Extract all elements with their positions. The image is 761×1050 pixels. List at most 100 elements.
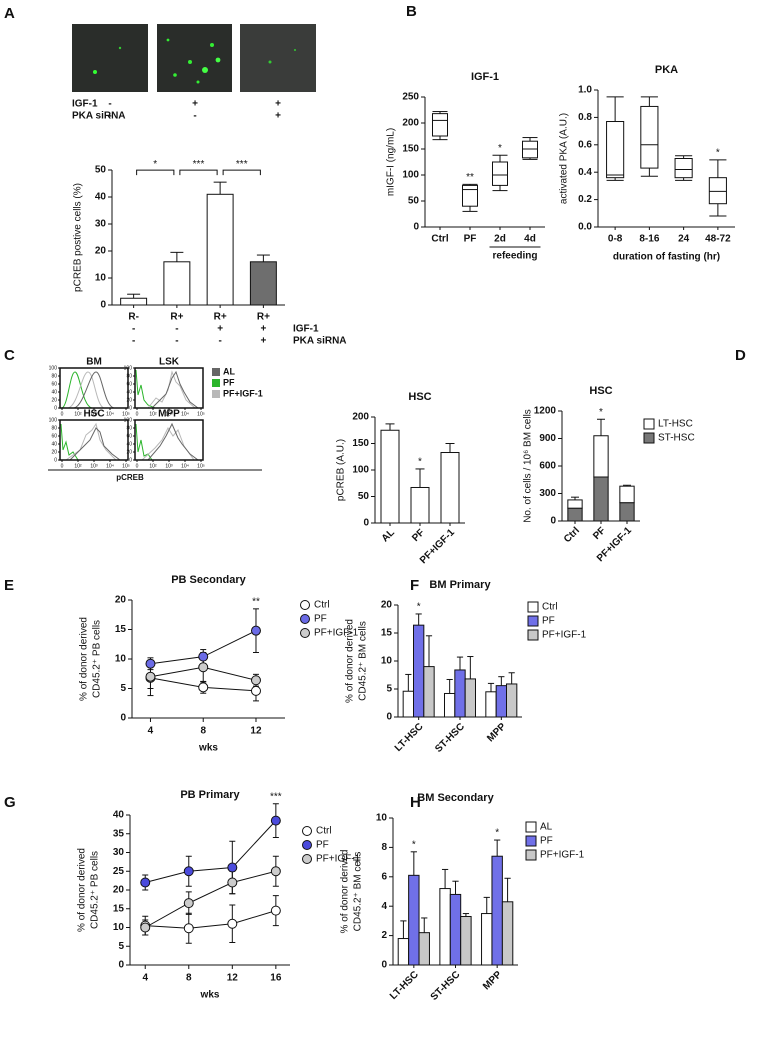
y-tick-label: 1.0 (578, 85, 592, 96)
y-tick-label: 60 (51, 381, 57, 387)
y-tick-label: 100 (124, 417, 133, 423)
y-tick-label: 0 (118, 960, 124, 971)
x-tick-label: 10⁴ (106, 411, 114, 417)
y-axis-label: activated PKA (A.U.) (559, 113, 570, 204)
legend-label: PF+IGF-1 (542, 630, 587, 641)
y-tick-label: 2 (381, 930, 387, 941)
x-axis-label: duration of fasting (hr) (613, 252, 720, 263)
series-line (145, 820, 277, 883)
bar (418, 932, 430, 966)
x-axis-label: wks (200, 990, 220, 1001)
histogram-curve (65, 422, 117, 461)
y-tick-label: 150 (402, 144, 419, 155)
data-point (198, 651, 209, 662)
data-point (227, 918, 238, 929)
histogram-curve (61, 371, 93, 409)
box (432, 113, 448, 137)
histogram-curve (60, 423, 79, 461)
legend-label: AL (540, 822, 553, 833)
x-tick-label: 4d (524, 234, 536, 245)
data-point (145, 671, 156, 682)
y-tick-label: 50 (95, 165, 107, 176)
image-igf1-sirna (240, 24, 316, 92)
y-tick-label: 4 (381, 901, 387, 912)
x-tick-label: 10⁵ (122, 463, 130, 469)
legend-label: PF (314, 614, 327, 625)
condition-name: IGF-1 (72, 99, 98, 110)
legend-label: PF+IGF-1 (316, 854, 361, 865)
legend-swatch (212, 379, 220, 387)
y-tick-label: 0 (120, 713, 126, 724)
legend-swatch (643, 418, 655, 430)
legend-swatch (525, 835, 537, 847)
bar (454, 669, 466, 718)
significance-label: * (599, 407, 603, 418)
data-point (140, 877, 151, 888)
legend-swatch (643, 432, 655, 444)
legend-label: Ctrl (314, 600, 330, 611)
y-tick-label: 40 (95, 192, 107, 203)
y-axis-label: % of donor derived (79, 617, 90, 701)
flow-histograms (60, 369, 199, 461)
series-line (145, 910, 276, 929)
significance-label: * (153, 159, 157, 170)
microscopy-images (72, 24, 316, 92)
x-tick-label: R+ (214, 312, 227, 323)
box (640, 105, 659, 169)
y-tick-label: 80 (126, 425, 132, 431)
legend-swatch (525, 821, 537, 833)
x-tick-label: LT-HSC (393, 721, 426, 754)
x-tick-label: R+ (257, 312, 270, 323)
y-tick-label: 250 (402, 92, 419, 103)
x-tick-label: 10² (74, 411, 82, 417)
y-tick-label: 10 (113, 922, 125, 933)
x-tick-label: 10² (74, 463, 82, 469)
condition-mark: + (192, 99, 198, 110)
x-tick-label: 0 (61, 463, 64, 469)
y-axis-label: No. of cells / 10⁶ BM cells (523, 409, 534, 523)
y-tick-label: 8 (381, 842, 387, 853)
data-point (198, 682, 209, 693)
image-control (72, 24, 148, 92)
y-axis-label: pCREB postive cells (%) (73, 183, 84, 292)
x-tick-label: ST-HSC (429, 969, 463, 1003)
x-tick-label: 10³ (165, 411, 173, 417)
x-tick-label: 2d (494, 234, 506, 245)
significance-label: *** (193, 159, 205, 170)
bar (440, 452, 460, 524)
y-axis-label: mIGF-I (ng/mL) (386, 128, 397, 196)
significance-label: ** (252, 596, 260, 607)
y-tick-label: 80 (126, 373, 132, 379)
x-tick-label: AL (380, 527, 397, 544)
box (492, 161, 508, 186)
legend-swatch (527, 601, 539, 613)
bar-segment (593, 435, 609, 478)
legend-label: PF (223, 377, 235, 387)
x-tick-label: 0 (61, 411, 64, 417)
y-tick-label: 30 (95, 219, 107, 230)
y-tick-label: 5 (120, 683, 126, 694)
bar (397, 938, 410, 966)
significance-bracket (179, 169, 218, 176)
condition-mark: + (260, 336, 266, 347)
x-tick-label: 4 (148, 726, 154, 737)
legend-label: PF+IGF-1 (540, 850, 585, 861)
x-tick-label: 10³ (90, 463, 98, 469)
x-tick-label: 10³ (165, 463, 173, 469)
y-tick-label: 0.8 (578, 112, 592, 123)
histogram-curve (73, 371, 115, 409)
panel-label: G (4, 794, 16, 811)
x-tick-label: 16 (270, 973, 282, 984)
y-tick-label: 15 (113, 903, 125, 914)
data-point (270, 905, 281, 916)
x-tick-label: R+ (170, 312, 183, 323)
x-tick-label: 48-72 (705, 234, 731, 245)
flow-panel-title: LSK (159, 357, 180, 368)
condition-name: PKA siRNA (293, 336, 347, 347)
data-point (270, 866, 281, 877)
box (674, 158, 693, 179)
bar (506, 683, 518, 718)
bar (495, 685, 507, 718)
x-tick-label: 8 (200, 726, 206, 737)
y-tick-label: 300 (539, 488, 556, 499)
